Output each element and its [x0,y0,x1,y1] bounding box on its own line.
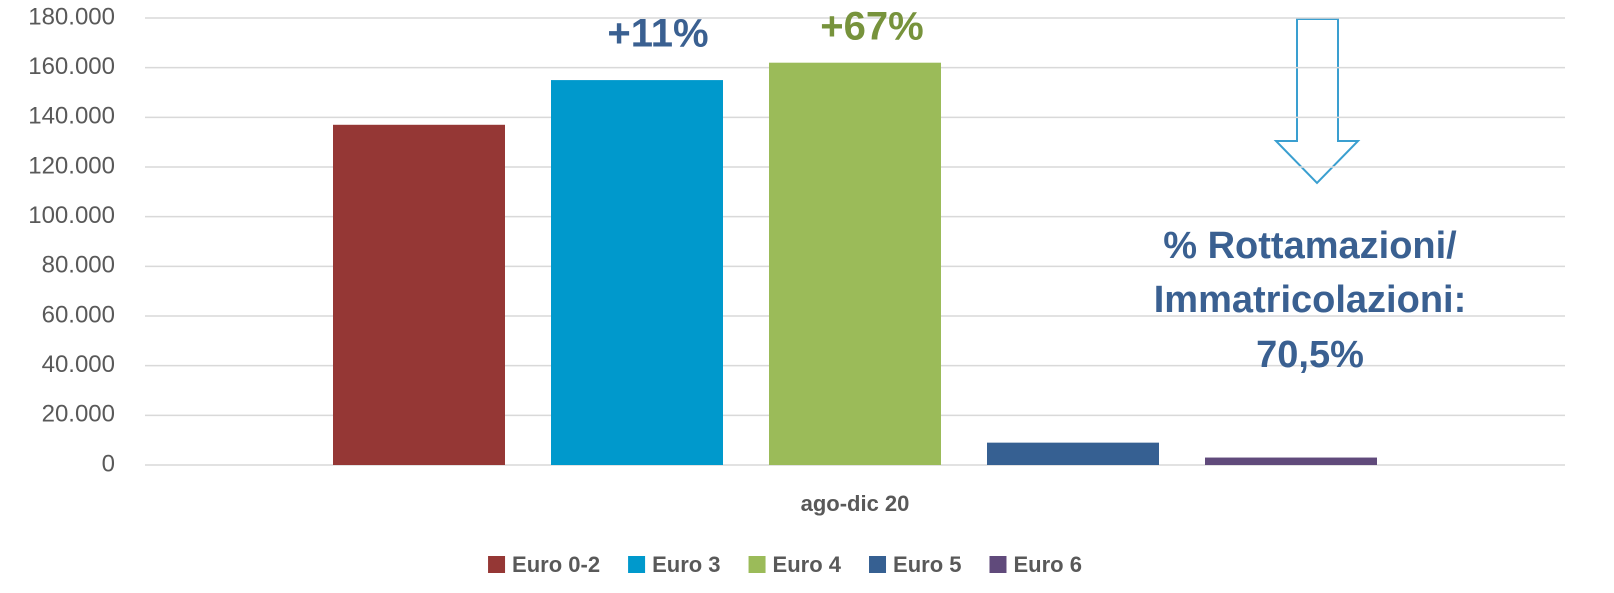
legend-label: Euro 0-2 [512,552,600,577]
legend-swatch [628,556,646,573]
y-tick-label: 0 [102,450,115,477]
legend-swatch [869,556,887,573]
legend-label: Euro 6 [1013,552,1081,577]
bar [1205,457,1377,465]
y-tick-label: 100.000 [28,202,115,229]
bar [769,62,941,465]
y-tick-label: 180.000 [28,3,115,30]
legend-swatch [488,556,506,573]
y-tick-label: 160.000 [28,53,115,80]
legend-swatch [989,556,1007,573]
y-tick-label: 60.000 [42,301,115,328]
y-tick-label: 40.000 [42,351,115,378]
legend-label: Euro 5 [893,552,961,577]
bar [333,124,505,466]
annotation: +11% [607,12,708,56]
bar [987,442,1159,465]
annotation: % Rottamazioni/ [1163,225,1457,267]
y-tick-label: 20.000 [42,401,115,428]
bar [551,80,723,465]
legend-swatch [748,556,766,573]
y-tick-label: 120.000 [28,152,115,179]
y-tick-label: 140.000 [28,103,115,130]
legend-label: Euro 3 [652,552,720,577]
x-tick-label: ago-dic 20 [801,491,910,516]
y-tick-label: 80.000 [42,252,115,279]
legend-label: Euro 4 [773,552,842,577]
annotation: +67% [820,5,923,49]
annotation: 70,5% [1256,334,1364,376]
arrow [1273,18,1361,185]
annotation: Immatricolazioni: [1154,279,1467,321]
